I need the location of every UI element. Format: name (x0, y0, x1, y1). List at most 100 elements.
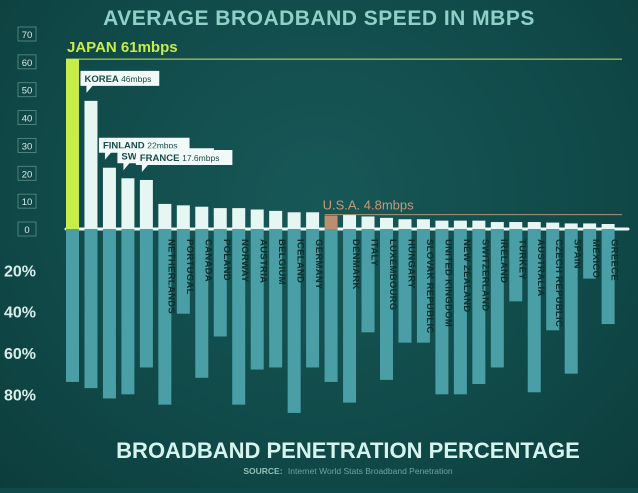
callout-country: KOREA (84, 74, 121, 85)
speed-bar (250, 209, 264, 229)
country-label: CZECH REPUBLIC (553, 239, 564, 327)
callout-text: FINLAND 22mbps (103, 141, 178, 152)
speed-bar (564, 223, 578, 229)
country-label: NETHERLANDS (165, 239, 176, 314)
speed-bar (102, 167, 116, 229)
source-line: SOURCE: Internet World Stats Broadband P… (243, 466, 453, 476)
country-label: IRELAND (498, 239, 509, 283)
speed-bar (232, 208, 246, 229)
speed-tick-box (17, 110, 37, 125)
callout-value: 17.6mbps (182, 153, 219, 163)
speed-bar (453, 220, 467, 229)
country-label: GREECE (609, 239, 620, 281)
usa-callout: U.S.A. 4.8mbps (323, 198, 415, 213)
source-text: Internet World Stats Broadband Penetrati… (288, 466, 453, 476)
country-label: UNITED KINGDOM (442, 239, 453, 327)
penetration-bar (158, 229, 172, 405)
penetration-bar (435, 229, 449, 395)
speed-bar (287, 212, 301, 229)
penetration-bar (601, 229, 615, 325)
speed-bar (213, 208, 227, 229)
penetration-bar (509, 229, 523, 302)
speed-bar (84, 100, 98, 229)
country-label: MEXICO (590, 239, 601, 278)
speed-bar (416, 219, 430, 229)
penetration-bar (398, 229, 412, 343)
speed-bar (490, 222, 504, 229)
country-label: NORWAY (239, 239, 250, 283)
penetration-bar (416, 229, 430, 343)
japan-callout: JAPAN 61mbps (67, 39, 178, 56)
country-label: ICELAND (295, 239, 306, 283)
speed-bar (324, 215, 338, 229)
callout-value: 22mbps (147, 141, 177, 151)
speed-bar (398, 219, 412, 229)
penetration-bar (453, 229, 467, 395)
penetration-bar (250, 229, 264, 370)
speed-tick-label: 40 (22, 114, 33, 125)
country-label: GERMANY (313, 239, 324, 290)
speed-bar (601, 223, 615, 229)
penetration-tick-label: 40% (4, 305, 36, 322)
penetration-bar (564, 229, 578, 374)
speed-tick-box (17, 54, 37, 70)
penetration-bar (583, 229, 597, 279)
penetration-bar (176, 229, 190, 314)
country-label: NEW ZEALAND (461, 239, 472, 313)
speed-bar (66, 59, 79, 230)
penetration-tick-label: 80% (4, 387, 36, 404)
speed-bar (158, 203, 172, 229)
penetration-bar (546, 229, 560, 331)
speed-tick-box (17, 26, 37, 42)
speed-bar (176, 205, 190, 229)
callout-text: FRANCE 17.6mbps (140, 153, 220, 164)
country-label: SWITZERLAND (479, 239, 490, 311)
speed-bar (472, 220, 486, 229)
penetration-bar (306, 229, 320, 368)
country-label: ITALY (369, 239, 380, 267)
country-label: AUSTRIA (258, 239, 269, 283)
speed-tick-label: 10 (22, 197, 33, 208)
callout-country: FRANCE (140, 153, 182, 164)
source-label: SOURCE: (243, 466, 282, 476)
country-label: DENMARK (350, 239, 361, 290)
speed-bar (195, 206, 209, 229)
penetration-bar (527, 229, 541, 393)
speed-bar (509, 222, 523, 229)
callout-box (80, 70, 160, 93)
bottom-title: BROADBAND PENETRATION PERCENTAGE (116, 438, 580, 463)
chart-title: AVERAGE BROADBAND SPEED IN MBPS (103, 7, 535, 30)
speed-bar (527, 222, 541, 229)
penetration-bar (84, 229, 98, 389)
speed-bar (343, 215, 357, 229)
penetration-bar (139, 229, 153, 368)
speed-bar (361, 216, 375, 229)
speed-bar (546, 222, 560, 229)
penetration-bar (102, 229, 116, 399)
penetration-tick-label: 60% (4, 346, 36, 363)
callout-value: 46mbps (121, 74, 151, 84)
penetration-bar (324, 229, 338, 382)
country-label: SLOVAK REPUBLIC (424, 239, 435, 334)
speed-callout: FRANCE 17.6mbps (135, 149, 233, 172)
speed-tick-label: 30 (22, 141, 33, 152)
speed-tick-box (17, 165, 37, 181)
speed-tick-box (17, 193, 37, 209)
penetration-bar (269, 229, 283, 368)
speed-tick-box (17, 138, 37, 153)
penetration-bar (379, 229, 393, 380)
penetration-bar (66, 229, 79, 382)
country-label: PORTUGAL (184, 239, 195, 295)
country-label: AUSTRALIA (535, 239, 546, 297)
country-label: TURKEY (516, 239, 527, 280)
penetration-bar (213, 229, 227, 337)
speed-tick-label: 70 (22, 30, 33, 41)
penetration-bar (490, 229, 504, 368)
country-label: CANADA (202, 239, 213, 282)
country-label: HUNGARY (405, 239, 416, 289)
speed-bar (435, 220, 449, 229)
penetration-bar (121, 229, 135, 395)
speed-tick-label: 50 (22, 86, 33, 97)
speed-bar (139, 179, 153, 229)
